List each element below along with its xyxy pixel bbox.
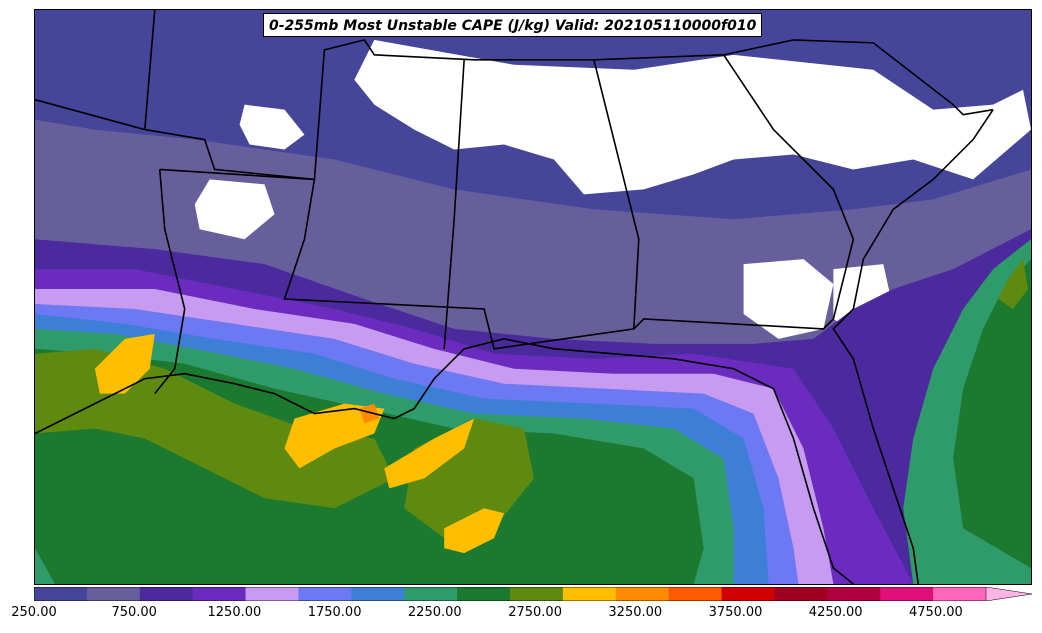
- state-border-1: [35, 10, 156, 131]
- cape-band-gold-3: [384, 418, 475, 489]
- colorbar-tick-label: 3250.00: [608, 605, 663, 620]
- colorbar-swatch: [34, 587, 88, 601]
- boundary-lines: [35, 10, 994, 584]
- state-border-6: [722, 54, 855, 320]
- no-data-patch-1: [239, 104, 305, 150]
- colorbar-swatch: [562, 587, 617, 601]
- colorbar-swatch: [774, 587, 828, 601]
- colorbar-swatch: [668, 587, 723, 601]
- colorbar-swatch: [245, 587, 299, 601]
- state-border-2: [144, 38, 994, 181]
- colorbar-swatch: [298, 587, 352, 601]
- colorbar-swatch: [880, 587, 934, 601]
- colorbar-swatch: [827, 587, 881, 601]
- colorbar-swatch: [404, 587, 458, 601]
- colorbar-swatch: [457, 587, 511, 601]
- colorbar-extend-arrow: [985, 587, 1032, 601]
- colorbar-swatches: [34, 587, 1032, 601]
- colorbar-tick-label: 2250.00: [407, 605, 462, 620]
- colorbar-swatch: [139, 587, 194, 601]
- colorbar-swatch: [721, 587, 775, 601]
- map-panel: [34, 9, 1032, 585]
- coastline-atlantic: [832, 109, 994, 584]
- colorbar-tick-label: 250.00: [11, 605, 57, 620]
- cape-band-orange: [359, 403, 380, 424]
- cape-band-gold-1: [94, 333, 155, 394]
- colorbar-tick-label: 4250.00: [808, 605, 863, 620]
- no-data-north: [354, 39, 1031, 195]
- state-border-5: [593, 59, 640, 329]
- colorbar-swatch: [510, 587, 564, 601]
- cape-band-east-green: [953, 259, 1031, 569]
- state-border-7: [154, 169, 186, 395]
- coastline-gulf: [35, 338, 854, 584]
- cape-band-east-olive: [998, 259, 1029, 309]
- colorbar-tick-label: 1250.00: [207, 605, 262, 620]
- no-data-patch-2: [194, 179, 275, 240]
- colorbar-swatch: [933, 587, 987, 601]
- colorbar-tick-label: 4750.00: [909, 605, 963, 620]
- cape-band-gold-2: [284, 403, 385, 469]
- cape-band-gold-4: [444, 508, 505, 554]
- colorbar-tick-label: 3750.00: [708, 605, 763, 620]
- state-border-3: [159, 168, 834, 350]
- no-data-patch-3: [743, 259, 834, 339]
- colorbar-swatch: [351, 587, 405, 601]
- colorbar-swatch: [192, 587, 247, 601]
- colorbar-swatch: [615, 587, 670, 601]
- colorbar-swatch: [86, 587, 141, 601]
- colorbar-tick-label: 2750.00: [508, 605, 562, 620]
- colorbar-tick-label: 1750.00: [307, 605, 362, 620]
- state-border-4: [443, 59, 465, 349]
- colorbar-tick-label: 750.00: [111, 605, 157, 620]
- colorbar: [34, 587, 1032, 601]
- cape-map: [35, 10, 1031, 584]
- map-title: 0-255mb Most Unstable CAPE (J/kg) Valid:…: [263, 13, 763, 37]
